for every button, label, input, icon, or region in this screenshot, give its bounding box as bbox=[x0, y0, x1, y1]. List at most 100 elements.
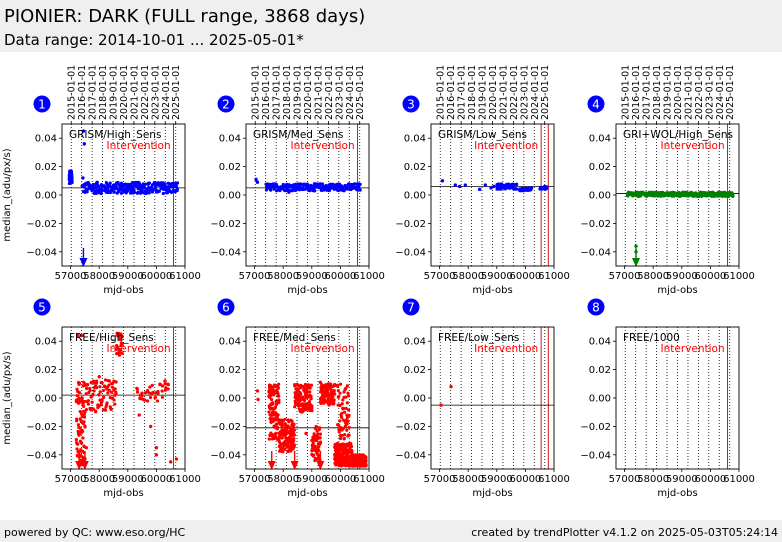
x-tick-label: 57000 bbox=[239, 271, 271, 282]
date-tick-label: 2024-01-01 bbox=[715, 65, 726, 120]
y-tick-label: 0.00 bbox=[589, 191, 611, 202]
data-point bbox=[155, 399, 160, 403]
data-point bbox=[342, 188, 346, 192]
data-point bbox=[168, 460, 173, 464]
data-point bbox=[281, 450, 285, 454]
data-point bbox=[74, 438, 78, 442]
data-point bbox=[309, 383, 314, 387]
data-point bbox=[167, 185, 171, 189]
data-point bbox=[83, 410, 87, 414]
y-tick-label: 0.02 bbox=[219, 365, 241, 376]
data-point bbox=[77, 433, 81, 437]
date-tick-label: 2023-01-01 bbox=[150, 65, 161, 120]
data-point bbox=[77, 396, 81, 400]
date-tick-label: 2025-01-01 bbox=[355, 65, 366, 120]
data-point bbox=[342, 442, 346, 447]
data-point bbox=[70, 176, 74, 180]
data-point bbox=[304, 431, 308, 436]
data-point bbox=[77, 381, 82, 385]
data-point bbox=[333, 392, 337, 396]
x-tick-label: 59000 bbox=[112, 474, 144, 485]
data-point bbox=[98, 385, 102, 389]
date-tick-label: 2020-01-01 bbox=[488, 65, 499, 120]
date-tick-label: 2019-01-01 bbox=[109, 65, 120, 120]
date-tick-label: 2017-01-01 bbox=[272, 65, 283, 120]
data-point bbox=[280, 424, 284, 429]
date-tick-label: 2019-01-01 bbox=[478, 65, 489, 120]
date-tick-label: 2023-01-01 bbox=[519, 65, 530, 120]
data-point bbox=[108, 181, 112, 185]
data-point bbox=[157, 189, 161, 193]
x-tick-label: 60000 bbox=[694, 271, 726, 282]
data-point bbox=[84, 386, 89, 391]
data-point bbox=[298, 394, 302, 398]
data-point bbox=[453, 183, 458, 187]
data-point bbox=[337, 394, 341, 399]
y-tick-label: 0.00 bbox=[35, 394, 57, 405]
data-point bbox=[102, 184, 106, 188]
date-tick-label: 2020-01-01 bbox=[303, 65, 314, 120]
data-point bbox=[79, 412, 84, 416]
y-tick-label: 0.02 bbox=[589, 365, 611, 376]
y-tick-label: −0.04 bbox=[395, 247, 426, 258]
data-point bbox=[81, 176, 85, 180]
date-tick-label: 2022-01-01 bbox=[140, 65, 151, 120]
date-tick-label: 2018-01-01 bbox=[282, 65, 293, 120]
data-point bbox=[154, 453, 159, 457]
data-point bbox=[143, 391, 147, 395]
data-point bbox=[529, 187, 533, 191]
data-point bbox=[113, 402, 117, 406]
data-point bbox=[293, 405, 297, 409]
panel-number: 5 bbox=[38, 301, 46, 315]
intervention-annotation: Intervention bbox=[661, 140, 725, 152]
data-point bbox=[344, 395, 348, 399]
data-point bbox=[342, 436, 347, 441]
data-point bbox=[76, 442, 80, 446]
data-point bbox=[338, 382, 343, 386]
data-point bbox=[338, 436, 343, 441]
data-point bbox=[292, 428, 296, 432]
data-point bbox=[81, 436, 85, 440]
y-tick-label: −0.02 bbox=[26, 422, 57, 433]
panel-number: 6 bbox=[222, 301, 230, 315]
data-point bbox=[132, 188, 136, 192]
panel-title: GRISM/High_Sens bbox=[69, 129, 161, 141]
data-point bbox=[148, 424, 153, 429]
data-point bbox=[98, 390, 102, 394]
x-tick-label: 57000 bbox=[609, 474, 641, 485]
date-tick-label: 2016-01-01 bbox=[631, 65, 642, 120]
data-point bbox=[103, 408, 108, 412]
data-point bbox=[82, 404, 86, 409]
data-point bbox=[110, 390, 114, 394]
data-point bbox=[345, 416, 349, 420]
data-point bbox=[81, 129, 86, 133]
x-tick-label: 60000 bbox=[140, 271, 172, 282]
y-tick-label: −0.02 bbox=[580, 219, 611, 230]
data-point bbox=[277, 382, 281, 386]
data-point bbox=[275, 427, 279, 431]
data-point bbox=[86, 382, 90, 387]
y-tick-label: 0.00 bbox=[219, 394, 241, 405]
data-point bbox=[84, 408, 89, 412]
y-tick-label: 0.04 bbox=[589, 134, 611, 145]
data-point bbox=[449, 384, 453, 389]
data-point bbox=[82, 415, 87, 419]
data-point bbox=[107, 379, 112, 383]
data-point bbox=[276, 386, 280, 390]
data-point bbox=[273, 405, 278, 409]
data-point bbox=[90, 400, 94, 404]
offscale-arrow-head bbox=[316, 461, 325, 470]
panel-number: 3 bbox=[407, 98, 415, 112]
data-point bbox=[76, 423, 81, 427]
y-axis-label: median_(adu/px/s) bbox=[2, 148, 13, 241]
date-tick-label: 2022-01-01 bbox=[509, 65, 520, 120]
x-tick-label: 58000 bbox=[452, 474, 484, 485]
data-point bbox=[312, 444, 317, 448]
data-point bbox=[91, 392, 95, 396]
data-point bbox=[147, 181, 152, 185]
data-point bbox=[330, 182, 335, 186]
data-point bbox=[174, 457, 179, 461]
data-point bbox=[302, 399, 307, 403]
data-point bbox=[160, 389, 164, 393]
y-tick-label: 0.04 bbox=[219, 337, 241, 348]
